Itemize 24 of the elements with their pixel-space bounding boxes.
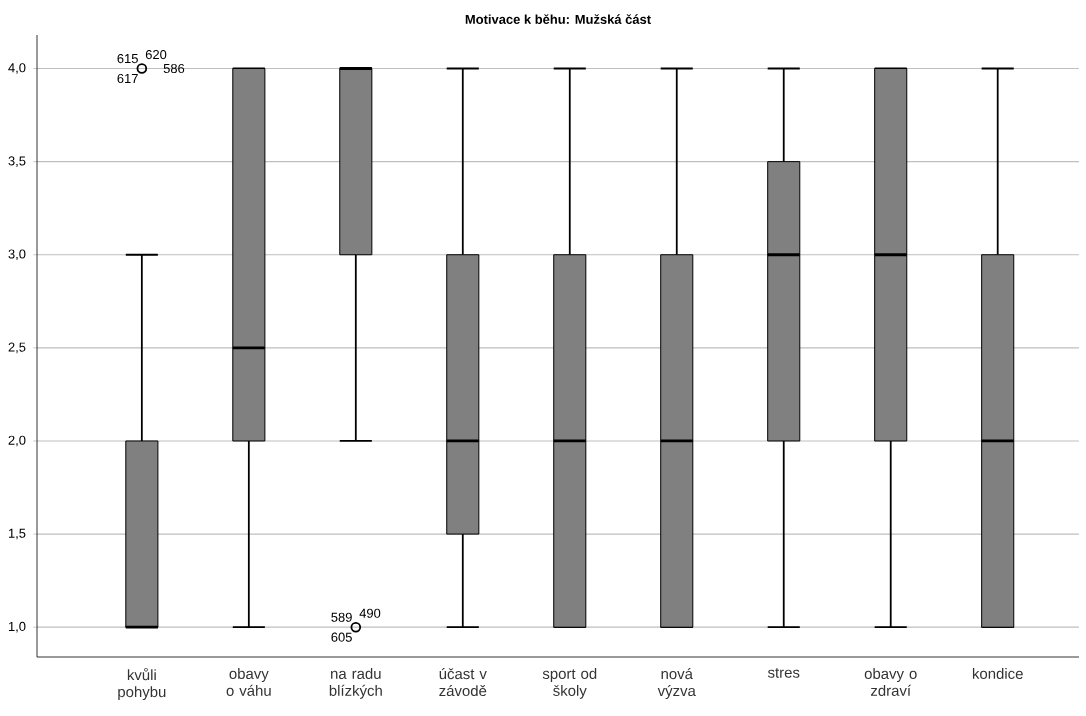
annotation: 620 [145,49,167,60]
x-tick-label: obavy o váhu [226,668,271,696]
y-tick-label: 1,0 [8,621,26,633]
x-tick-label: kondice [972,668,1023,680]
y-tick-label: 3,0 [8,249,26,261]
x-tick-label: účast v závodě [439,668,487,697]
y-tick-label: 2,0 [8,435,26,447]
annotation: 605 [331,632,352,642]
y-tick-label: 1,5 [8,528,26,540]
annotation: 589 [331,612,352,622]
y-tick-label: 2,5 [8,342,26,354]
annotation: 615 [117,53,138,64]
annotation: 490 [359,608,381,618]
x-tick-label: obavy o zdraví [864,668,917,696]
x-tick-label: nová výzva [657,668,696,700]
annotation: 617 [117,73,138,84]
x-tick-label: sport od školy [542,668,597,699]
x-tick-label: kvůli pohybu [118,668,166,701]
x-tick-label: na radu blízkých [329,668,382,699]
y-tick-label: 3,5 [8,156,26,167]
x-tick-label: stres [767,668,800,678]
y-tick-label: 4,0 [8,63,26,74]
chart-title: Motivace k běhu: Mužská část [465,14,651,24]
annotation: 586 [163,63,185,74]
